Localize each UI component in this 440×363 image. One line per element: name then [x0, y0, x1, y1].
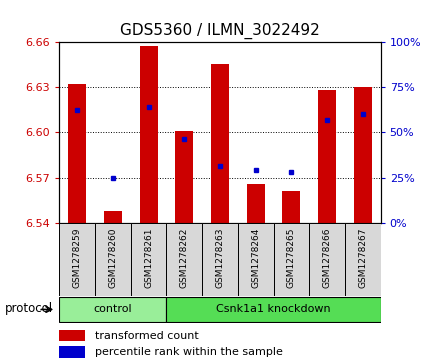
Text: GSM1278267: GSM1278267: [358, 228, 367, 288]
Bar: [131, 223, 166, 296]
Bar: [95, 223, 131, 296]
Bar: [59, 330, 85, 341]
Bar: [274, 223, 309, 296]
Text: GSM1278261: GSM1278261: [144, 228, 153, 288]
Bar: [354, 87, 372, 223]
Bar: [238, 223, 274, 296]
Bar: [139, 46, 158, 223]
Text: protocol: protocol: [4, 302, 52, 315]
Bar: [166, 223, 202, 296]
Text: GSM1278262: GSM1278262: [180, 228, 189, 288]
Text: control: control: [94, 304, 132, 314]
Bar: [309, 223, 345, 296]
Text: percentile rank within the sample: percentile rank within the sample: [95, 347, 282, 357]
Bar: [59, 346, 85, 358]
Text: GSM1278263: GSM1278263: [216, 228, 224, 288]
Bar: [59, 223, 95, 296]
Bar: [59, 297, 166, 322]
Bar: [68, 84, 86, 223]
Text: GSM1278265: GSM1278265: [287, 228, 296, 288]
Text: transformed count: transformed count: [95, 331, 198, 341]
Bar: [345, 223, 381, 296]
Text: GSM1278259: GSM1278259: [73, 228, 82, 288]
Text: GSM1278260: GSM1278260: [108, 228, 117, 288]
Bar: [166, 297, 381, 322]
Title: GDS5360 / ILMN_3022492: GDS5360 / ILMN_3022492: [120, 23, 320, 39]
Text: Csnk1a1 knockdown: Csnk1a1 knockdown: [216, 304, 331, 314]
Bar: [318, 90, 336, 223]
Text: GSM1278266: GSM1278266: [323, 228, 332, 288]
Bar: [247, 184, 264, 223]
Bar: [211, 65, 229, 223]
Bar: [176, 131, 193, 223]
Bar: [282, 192, 300, 223]
Text: GSM1278264: GSM1278264: [251, 228, 260, 288]
Bar: [202, 223, 238, 296]
Bar: [104, 211, 122, 223]
